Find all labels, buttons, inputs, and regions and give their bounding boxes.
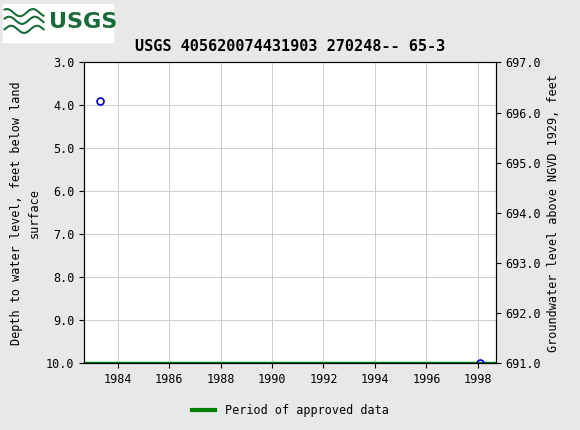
Text: USGS: USGS: [49, 12, 118, 32]
Legend: Period of approved data: Period of approved data: [187, 399, 393, 422]
FancyBboxPatch shape: [3, 3, 113, 42]
Y-axis label: Groundwater level above NGVD 1929, feet: Groundwater level above NGVD 1929, feet: [547, 74, 560, 352]
Y-axis label: Depth to water level, feet below land
surface: Depth to water level, feet below land su…: [10, 81, 41, 345]
Text: USGS 405620074431903 270248-- 65-3: USGS 405620074431903 270248-- 65-3: [135, 39, 445, 54]
